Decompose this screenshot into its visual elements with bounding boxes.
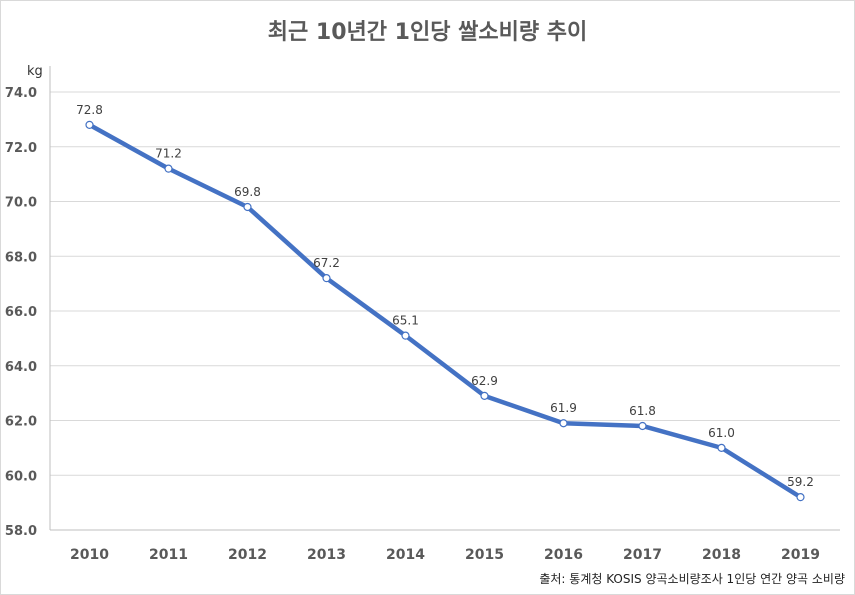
x-tick-label: 2011	[149, 547, 188, 563]
y-tick-label: 64.0	[5, 360, 37, 375]
source-note: 출처: 통계청 KOSIS 양곡소비량조사 1인당 연간 양곡 소비량	[539, 572, 845, 586]
chart-title: 최근 10년간 1인당 쌀소비량 추이	[267, 20, 588, 45]
data-point	[717, 443, 726, 452]
x-tick-label: 2017	[623, 547, 662, 563]
x-tick-label: 2010	[70, 547, 109, 563]
data-label: 71.2	[155, 147, 182, 161]
data-point	[796, 493, 805, 502]
y-tick-label: 74.0	[5, 86, 37, 101]
data-point	[638, 421, 647, 431]
y-tick-label: 60.0	[5, 469, 37, 484]
x-tick-label: 2016	[544, 547, 583, 563]
data-label: 69.8	[234, 185, 261, 199]
x-tick-label: 2018	[702, 547, 741, 563]
x-tick-label: 2014	[386, 547, 425, 563]
y-tick-label: 58.0	[5, 524, 37, 539]
data-point	[401, 331, 410, 340]
y-tick-label: 68.0	[5, 250, 37, 265]
data-label: 59.2	[787, 475, 814, 489]
data-point	[85, 120, 94, 129]
y-tick-label: 66.0	[5, 305, 37, 320]
data-label: 62.9	[471, 374, 498, 388]
data-point	[322, 274, 331, 283]
data-point	[164, 164, 173, 173]
data-point	[559, 419, 568, 428]
y-tick-label: 72.0	[5, 141, 37, 156]
data-label: 65.1	[392, 314, 419, 328]
x-tick-label: 2013	[307, 547, 346, 563]
data-point	[480, 391, 489, 400]
y-axis-unit: kg	[27, 64, 43, 79]
x-tick-label: 2019	[781, 547, 820, 563]
series-line	[87, 122, 803, 500]
data-point	[243, 202, 252, 212]
data-label: 72.8	[76, 103, 103, 117]
y-tick-label: 70.0	[5, 196, 37, 211]
data-label: 67.2	[313, 256, 340, 270]
x-tick-label: 2015	[465, 547, 504, 563]
data-label: 61.8	[629, 404, 656, 418]
data-label: 61.9	[550, 401, 577, 415]
x-tick-label: 2012	[228, 547, 267, 563]
y-tick-label: 62.0	[5, 415, 37, 430]
data-label: 61.0	[708, 426, 735, 440]
